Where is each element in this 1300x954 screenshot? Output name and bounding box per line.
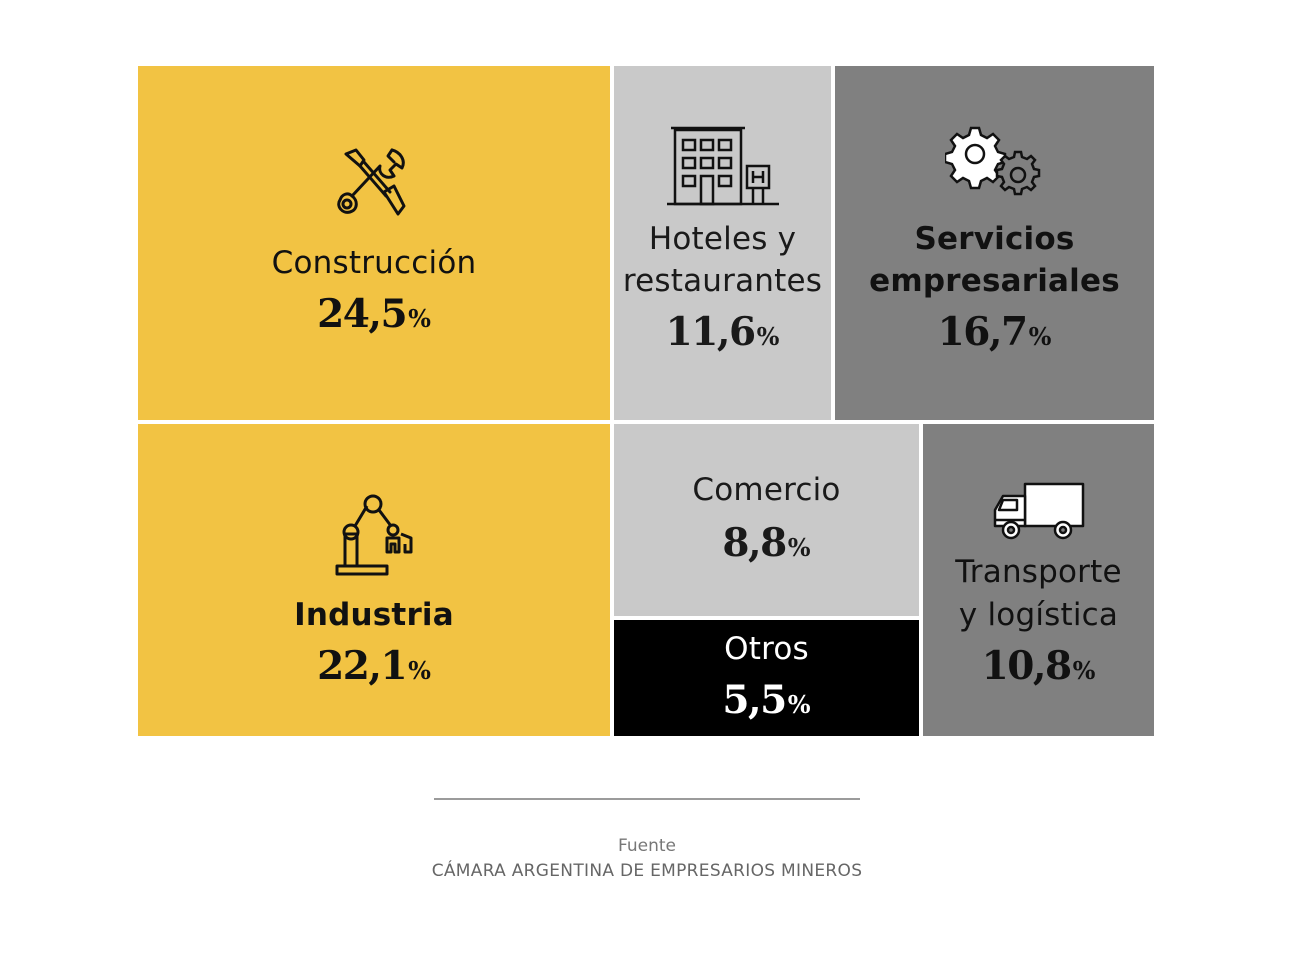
value-number: 8,8 (722, 520, 787, 566)
percent-sign: % (787, 690, 811, 719)
value-servicios: 16,7% (835, 310, 1154, 359)
tile-transporte: Transporte y logística 10,8% (923, 424, 1154, 736)
percent-sign: % (756, 322, 780, 351)
gears-icon (944, 126, 1040, 196)
hotel-building-icon (666, 126, 779, 206)
tile-otros: Otros 5,5% (614, 620, 919, 736)
percent-sign: % (1072, 656, 1096, 685)
label-transporte-line-2: y logística (958, 597, 1119, 633)
percent-sign: % (1028, 322, 1052, 351)
value-number: 16,7 (937, 309, 1029, 355)
label-servicios-line-2: empresariales (869, 263, 1120, 299)
label-hoteles-line-1: Hoteles y (648, 221, 797, 257)
truck-icon (993, 482, 1084, 540)
tile-hoteles: Hoteles y restaurantes 11,6% (614, 66, 831, 420)
label-servicios-line-1: Servicios (914, 221, 1075, 257)
source-name: CÁMARA ARGENTINA DE EMPRESARIOS MINEROS (431, 861, 863, 881)
percent-sign: % (787, 533, 811, 562)
label-construccion: Construcción (271, 245, 477, 281)
value-number: 11,6 (665, 309, 757, 355)
value-hoteles: 11,6% (614, 310, 831, 359)
value-comercio: 8,8% (614, 521, 919, 570)
label-otros: Otros (724, 631, 809, 667)
tile-servicios: Servicios empresariales 16,7% (835, 66, 1154, 420)
value-number: 24,5 (317, 291, 408, 337)
value-industria: 22,1% (138, 644, 610, 693)
tile-comercio: Comercio 8,8% (614, 424, 919, 616)
source-label: Fuente (618, 836, 676, 856)
tile-industria: Industria 22,1% (138, 424, 610, 736)
tile-construccion: Construcción 24,5% (138, 66, 610, 420)
value-construccion: 24,5% (138, 292, 610, 341)
label-transporte-line-1: Transporte (955, 554, 1122, 590)
value-transporte: 10,8% (923, 644, 1154, 693)
source-divider (434, 798, 860, 800)
percent-sign: % (408, 656, 431, 685)
value-number: 10,8 (981, 643, 1073, 689)
label-hoteles-line-2: restaurantes (622, 263, 823, 299)
value-otros: 5,5% (614, 678, 919, 727)
robot-arm-icon (335, 494, 413, 576)
percent-sign: % (408, 304, 431, 333)
tools-icon (337, 148, 406, 216)
label-industria: Industria (294, 597, 454, 633)
value-number: 5,5 (722, 677, 787, 723)
label-comercio: Comercio (692, 472, 841, 508)
value-number: 22,1 (317, 643, 408, 689)
